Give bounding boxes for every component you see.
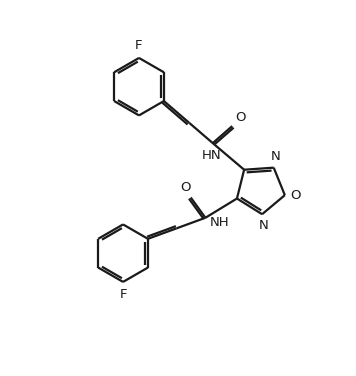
Text: N: N	[270, 150, 280, 163]
Text: O: O	[180, 181, 191, 194]
Text: F: F	[119, 288, 127, 300]
Text: O: O	[290, 189, 301, 202]
Text: N: N	[259, 219, 268, 232]
Text: NH: NH	[210, 216, 229, 229]
Text: HN: HN	[202, 149, 221, 162]
Text: O: O	[235, 111, 246, 124]
Text: F: F	[135, 39, 143, 52]
